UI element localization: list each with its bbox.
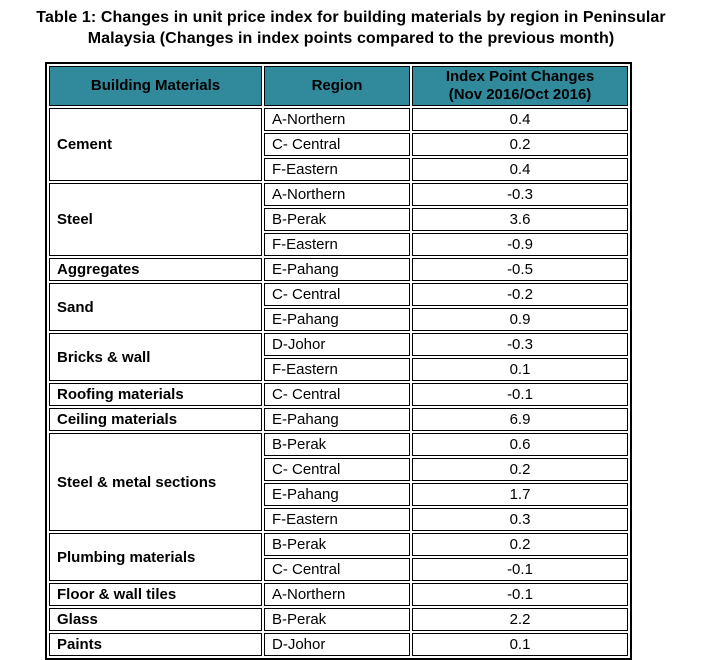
index-change-cell: -0.3 bbox=[412, 183, 628, 206]
index-change-cell: -0.3 bbox=[412, 333, 628, 356]
region-cell: A-Northern bbox=[264, 108, 410, 131]
page: Table 1: Changes in unit price index for… bbox=[0, 7, 702, 660]
table-row: F-Eastern 0.1 bbox=[49, 358, 628, 381]
table-title: Table 1: Changes in unit price index for… bbox=[0, 7, 702, 49]
header-region: Region bbox=[264, 66, 410, 106]
table-row: Paints D-Johor 0.1 bbox=[49, 633, 628, 656]
region-cell: D-Johor bbox=[264, 633, 410, 656]
table-row: Steel & metal sections B-Perak 0.6 bbox=[49, 433, 628, 531]
region-cell: E-Pahang bbox=[264, 258, 410, 281]
region-cell: A-Northern bbox=[264, 583, 410, 606]
index-change-cell: -0.1 bbox=[412, 383, 628, 406]
table-row: Plumbing materials B-Perak 0.2 bbox=[49, 533, 628, 581]
material-cell: Paints bbox=[49, 633, 262, 656]
index-change-cell: -0.2 bbox=[412, 283, 628, 306]
region-cell: B-Perak bbox=[264, 433, 410, 456]
index-change-cell: 0.1 bbox=[412, 358, 628, 381]
index-change-cell: 0.2 bbox=[412, 133, 628, 156]
index-change-cell: 6.9 bbox=[412, 408, 628, 431]
material-cell: Steel bbox=[49, 183, 262, 256]
material-cell: Cement bbox=[49, 108, 262, 181]
table-row: Steel A-Northern -0.3 bbox=[49, 183, 628, 256]
table-row: Sand C- Central -0.2 bbox=[49, 283, 628, 331]
region-cell: F-Eastern bbox=[264, 158, 410, 181]
region-cell: F-Eastern bbox=[264, 508, 410, 531]
table-row: Glass B-Perak 2.2 bbox=[49, 608, 628, 631]
region-cell: C- Central bbox=[264, 283, 410, 306]
table-row: Cement A-Northern 0.4 bbox=[49, 108, 628, 181]
material-cell: Aggregates bbox=[49, 258, 262, 281]
index-change-cell: 0.4 bbox=[412, 158, 628, 181]
index-change-cell: 0.2 bbox=[412, 533, 628, 556]
title-line-1: Table 1: Changes in unit price index for… bbox=[36, 9, 666, 26]
index-change-cell: 0.6 bbox=[412, 433, 628, 456]
material-cell: Bricks & wall bbox=[49, 333, 262, 381]
region-cell: C- Central bbox=[264, 133, 410, 156]
material-cell: Floor & wall tiles bbox=[49, 583, 262, 606]
table-body: Cement A-Northern 0.4 C- Central 0.2 F-Easter… bbox=[49, 108, 628, 656]
index-change-cell: 0.4 bbox=[412, 108, 628, 131]
table-row: Ceiling materials E-Pahang 6.9 bbox=[49, 408, 628, 431]
title-line-2: Malaysia (Changes in index points compar… bbox=[87, 30, 615, 47]
header-index-point-changes: Index Point Changes (Nov 2016/Oct 2016) bbox=[412, 66, 628, 106]
material-cell: Steel & metal sections bbox=[49, 433, 262, 531]
material-cell: Glass bbox=[49, 608, 262, 631]
table-row: E-Pahang 0.9 bbox=[49, 308, 628, 331]
table-row: B-Perak 3.6 bbox=[49, 208, 628, 231]
table-row: C- Central 0.2 bbox=[49, 133, 628, 156]
table-row: F-Eastern 0.3 bbox=[49, 508, 628, 531]
index-change-cell: 2.2 bbox=[412, 608, 628, 631]
region-cell: A-Northern bbox=[264, 183, 410, 206]
material-cell: Roofing materials bbox=[49, 383, 262, 406]
table-row: C- Central -0.1 bbox=[49, 558, 628, 581]
table-row: Roofing materials C- Central -0.1 bbox=[49, 383, 628, 406]
index-change-cell: 0.3 bbox=[412, 508, 628, 531]
material-cell: Plumbing materials bbox=[49, 533, 262, 581]
table-row: F-Eastern -0.9 bbox=[49, 233, 628, 256]
region-cell: C- Central bbox=[264, 458, 410, 481]
index-change-cell: 0.2 bbox=[412, 458, 628, 481]
index-change-cell: 0.9 bbox=[412, 308, 628, 331]
material-cell: Ceiling materials bbox=[49, 408, 262, 431]
table-row: Floor & wall tiles A-Northern -0.1 bbox=[49, 583, 628, 606]
index-change-cell: -0.1 bbox=[412, 583, 628, 606]
index-change-cell: 0.1 bbox=[412, 633, 628, 656]
region-cell: E-Pahang bbox=[264, 408, 410, 431]
header-building-materials: Building Materials bbox=[49, 66, 262, 106]
index-change-cell: 3.6 bbox=[412, 208, 628, 231]
building-materials-table: Building Materials Region Index Point Ch… bbox=[45, 62, 632, 660]
region-cell: C- Central bbox=[264, 383, 410, 406]
table-row: C- Central 0.2 bbox=[49, 458, 628, 481]
region-cell: B-Perak bbox=[264, 533, 410, 556]
table-row: Bricks & wall D-Johor -0.3 bbox=[49, 333, 628, 381]
index-change-cell: -0.5 bbox=[412, 258, 628, 281]
table-row: Aggregates E-Pahang -0.5 bbox=[49, 258, 628, 281]
region-cell: C- Central bbox=[264, 558, 410, 581]
table-row: E-Pahang 1.7 bbox=[49, 483, 628, 506]
region-cell: B-Perak bbox=[264, 208, 410, 231]
region-cell: F-Eastern bbox=[264, 233, 410, 256]
region-cell: E-Pahang bbox=[264, 483, 410, 506]
material-cell: Sand bbox=[49, 283, 262, 331]
region-cell: F-Eastern bbox=[264, 358, 410, 381]
index-change-cell: 1.7 bbox=[412, 483, 628, 506]
index-change-cell: -0.9 bbox=[412, 233, 628, 256]
table-row: F-Eastern 0.4 bbox=[49, 158, 628, 181]
index-change-cell: -0.1 bbox=[412, 558, 628, 581]
header-row: Building Materials Region Index Point Ch… bbox=[49, 66, 628, 106]
region-cell: B-Perak bbox=[264, 608, 410, 631]
region-cell: D-Johor bbox=[264, 333, 410, 356]
region-cell: E-Pahang bbox=[264, 308, 410, 331]
